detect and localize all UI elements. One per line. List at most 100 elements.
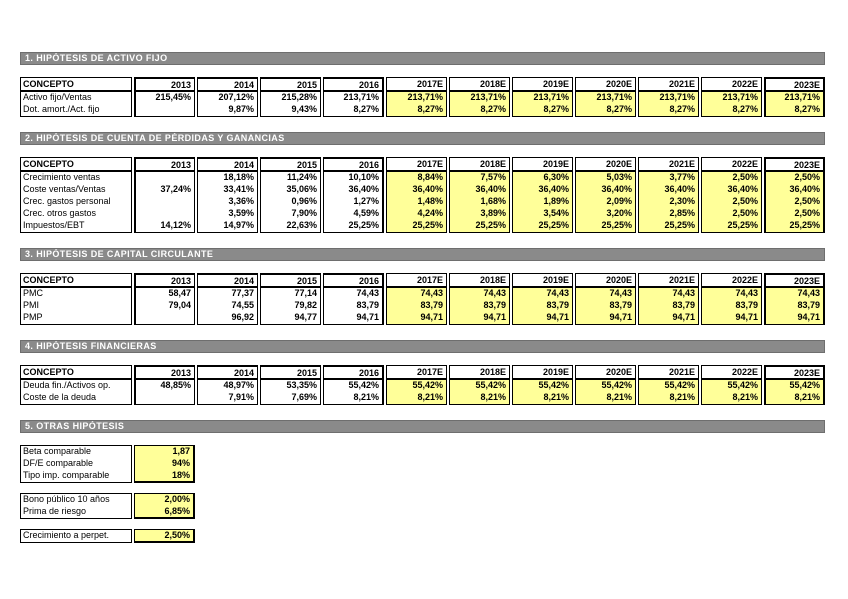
- value-cell: 55,42%: [323, 379, 384, 392]
- value-cell: 74,43: [701, 287, 762, 300]
- value-cell: 213,71%: [323, 91, 384, 104]
- value-cell: 14,12%: [134, 220, 195, 233]
- value-cell: 9,43%: [260, 104, 321, 117]
- value-cell: 2,50%: [701, 208, 762, 220]
- value-cell: 8,21%: [764, 392, 825, 405]
- value-cell: 77,37: [197, 287, 258, 300]
- year-header-cell: 2017E: [386, 365, 447, 379]
- assumption-value-cell: 2,00%: [134, 493, 195, 506]
- section-1-header-bar: 1. HIPÓTESIS DE ACTIVO FIJO: [20, 52, 825, 65]
- hypothesis-table-2: CONCEPTO 2013 2014 2015 2016 2017E 2018E 2019E 2…: [20, 157, 828, 233]
- year-header-cell: 2017E: [386, 157, 447, 171]
- year-header-cell: 2018E: [449, 273, 510, 287]
- value-cell: 74,43: [512, 287, 573, 300]
- year-header-cell: 2016: [323, 365, 384, 379]
- value-cell: 55,42%: [638, 379, 699, 392]
- value-cell: 94,77: [260, 312, 321, 325]
- section-4-header-bar: 4. HIPÓTESIS FINANCIERAS: [20, 340, 825, 353]
- value-cell: 3,77%: [638, 171, 699, 184]
- year-header-cell: 2014: [197, 365, 258, 379]
- value-cell: 8,27%: [638, 104, 699, 117]
- assumption-block-2: Bono público 10 años 2,00% Prima de riesgo…: [20, 493, 828, 519]
- assumption-label-cell: Tipo imp. comparable: [20, 470, 132, 483]
- value-cell: [134, 171, 195, 184]
- value-cell: 2,09%: [575, 196, 636, 208]
- value-cell: 74,43: [449, 287, 510, 300]
- value-cell: 83,79: [575, 300, 636, 312]
- year-header-cell: 2020E: [575, 273, 636, 287]
- value-cell: 213,71%: [638, 91, 699, 104]
- value-cell: 8,21%: [449, 392, 510, 405]
- value-cell: 25,25%: [386, 220, 447, 233]
- row-label-cell: PMP: [20, 312, 132, 325]
- value-cell: 8,27%: [449, 104, 510, 117]
- assumption-label-cell: Crecimiento a perpet.: [20, 529, 132, 543]
- value-cell: 25,25%: [449, 220, 510, 233]
- value-cell: 8,21%: [575, 392, 636, 405]
- value-cell: 213,71%: [386, 91, 447, 104]
- value-cell: 79,04: [134, 300, 195, 312]
- hypothesis-table-1: CONCEPTO 2013 2014 2015 2016 2017E 2018E 2019E 2…: [20, 77, 828, 117]
- year-header-cell: 2021E: [638, 273, 699, 287]
- concept-header-cell: CONCEPTO: [20, 77, 132, 91]
- value-cell: 3,59%: [197, 208, 258, 220]
- year-header-cell: 2022E: [701, 77, 762, 91]
- assumption-label-cell: Beta comparable: [20, 445, 132, 458]
- value-cell: 8,21%: [386, 392, 447, 405]
- year-header-cell: 2019E: [512, 365, 573, 379]
- value-cell: [134, 392, 195, 405]
- value-cell: 79,82: [260, 300, 321, 312]
- year-header-cell: 2020E: [575, 365, 636, 379]
- value-cell: 94,71: [638, 312, 699, 325]
- value-cell: 11,24%: [260, 171, 321, 184]
- value-cell: 213,71%: [449, 91, 510, 104]
- year-header-cell: 2014: [197, 77, 258, 91]
- year-header-cell: 2022E: [701, 273, 762, 287]
- concept-header-cell: CONCEPTO: [20, 365, 132, 379]
- value-cell: 18,18%: [197, 171, 258, 184]
- year-header-cell: 2016: [323, 273, 384, 287]
- year-header-cell: 2021E: [638, 365, 699, 379]
- row-label-cell: Deuda fin./Activos op.: [20, 379, 132, 392]
- value-cell: 4,59%: [323, 208, 384, 220]
- value-cell: 25,25%: [701, 220, 762, 233]
- year-header-cell: 2023E: [764, 273, 825, 287]
- year-header-cell: 2020E: [575, 77, 636, 91]
- year-header-cell: 2013: [134, 77, 195, 91]
- value-cell: 8,27%: [386, 104, 447, 117]
- concept-header-cell: CONCEPTO: [20, 273, 132, 287]
- year-header-cell: 2019E: [512, 157, 573, 171]
- value-cell: 7,91%: [197, 392, 258, 405]
- value-cell: 213,71%: [575, 91, 636, 104]
- value-cell: 3,54%: [512, 208, 573, 220]
- value-cell: 37,24%: [134, 184, 195, 196]
- value-cell: 96,92: [197, 312, 258, 325]
- value-cell: 58,47: [134, 287, 195, 300]
- value-cell: 3,89%: [449, 208, 510, 220]
- row-label-cell: Dot. amort./Act. fijo: [20, 104, 132, 117]
- year-header-cell: 2015: [260, 365, 321, 379]
- section-2-header-bar: 2. HIPÓTESIS DE CUENTA DE PÉRDIDAS Y GAN…: [20, 132, 825, 145]
- value-cell: 94,71: [386, 312, 447, 325]
- value-cell: 25,25%: [764, 220, 825, 233]
- value-cell: 2,50%: [701, 171, 762, 184]
- assumption-label-cell: DF/E comparable: [20, 458, 132, 470]
- value-cell: 36,40%: [323, 184, 384, 196]
- value-cell: 8,27%: [764, 104, 825, 117]
- section-5-header-bar: 5. OTRAS HIPÓTESIS: [20, 420, 825, 433]
- year-header-cell: 2023E: [764, 365, 825, 379]
- concept-header-cell: CONCEPTO: [20, 157, 132, 171]
- year-header-cell: 2023E: [764, 77, 825, 91]
- year-header-cell: 2015: [260, 157, 321, 171]
- value-cell: 83,79: [701, 300, 762, 312]
- value-cell: 36,40%: [449, 184, 510, 196]
- value-cell: 8,84%: [386, 171, 447, 184]
- row-label-cell: PMC: [20, 287, 132, 300]
- value-cell: 33,41%: [197, 184, 258, 196]
- value-cell: 213,71%: [764, 91, 825, 104]
- assumption-value-cell: 18%: [134, 470, 195, 483]
- value-cell: 36,40%: [638, 184, 699, 196]
- page-content: 1. HIPÓTESIS DE ACTIVO FIJO CONCEPTO 2013 2…: [20, 52, 828, 543]
- value-cell: 213,71%: [701, 91, 762, 104]
- value-cell: 94,71: [512, 312, 573, 325]
